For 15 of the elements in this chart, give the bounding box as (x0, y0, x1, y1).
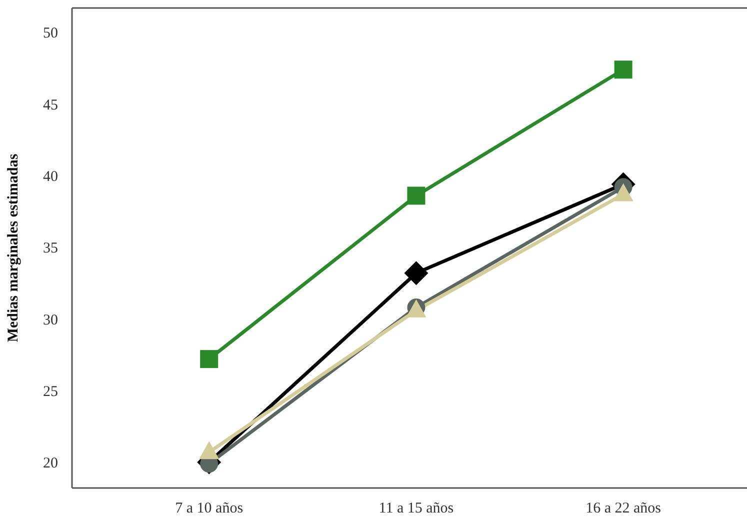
x-tick-label: 7 a 10 años (175, 500, 244, 517)
x-tick-label: 11 a 15 años (378, 500, 454, 517)
point (407, 186, 426, 205)
y-tick-label: 35 (43, 240, 58, 257)
point (200, 350, 218, 368)
point (404, 261, 428, 286)
point (614, 60, 632, 79)
y-tick-label: 30 (43, 312, 58, 328)
y-axis-title: Medias marginales estimadas (5, 154, 22, 342)
y-tick-label: 25 (43, 384, 58, 400)
y-tick-label: 50 (43, 26, 58, 42)
y-tick-label: 20 (43, 456, 58, 472)
x-tick-label: 16 a 22 años (586, 500, 662, 517)
y-tick-label: 45 (43, 97, 58, 114)
y-tick-label: 40 (43, 168, 58, 185)
